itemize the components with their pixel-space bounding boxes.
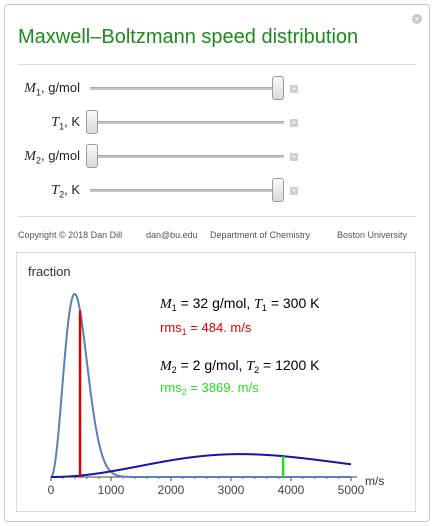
plus-icon[interactable]: +: [290, 118, 298, 127]
annotation-rms2: rms2 = 3869. m/s: [160, 380, 259, 397]
slider-thumb-m1[interactable]: [272, 76, 284, 100]
control-label-t2: T2, K: [51, 182, 80, 200]
x-tick-label: 4000: [278, 483, 305, 497]
slider-track-t2[interactable]: [90, 189, 284, 192]
x-tick-label: 0: [48, 483, 55, 497]
annotation-rms1: rms1 = 484. m/s: [160, 320, 252, 337]
annotation-line1: M1 = 32 g/mol, T1 = 300 K: [159, 295, 320, 313]
footer-department: Department of Chemistry: [210, 230, 311, 240]
x-tick-label: 1000: [98, 483, 125, 497]
y-axis-label: fraction: [28, 264, 71, 279]
annotation-line2: M2 = 2 g/mol, T2 = 1200 K: [159, 357, 320, 375]
controls-divider: [18, 216, 416, 217]
slider-thumb-m2[interactable]: [86, 144, 98, 168]
slider-track-m1[interactable]: [90, 87, 284, 90]
x-axis-ticks: 0 1000 2000 3000 4000 5000: [48, 477, 365, 497]
plus-icon[interactable]: +: [290, 152, 298, 161]
slider-track-t1[interactable]: [90, 121, 284, 124]
footer-university: Boston University: [337, 230, 408, 240]
x-tick-label: 2000: [158, 483, 185, 497]
footer-email-link[interactable]: dan@bu.edu: [146, 230, 198, 240]
series-1-curve: [50, 292, 351, 478]
slider-thumb-t2[interactable]: [272, 178, 284, 202]
control-label-t1: T1, K: [51, 114, 80, 132]
slider-thumb-t1[interactable]: [86, 110, 98, 134]
slider-track-m2[interactable]: [90, 155, 284, 158]
footer-copyright: Copyright © 2018 Dan Dill: [18, 230, 123, 240]
page-title: Maxwell–Boltzmann speed distribution: [18, 26, 359, 48]
plus-icon[interactable]: +: [290, 186, 298, 195]
plus-icon[interactable]: +: [290, 84, 298, 93]
control-label-m1: M1, g/mol: [24, 80, 80, 98]
x-tick-label: 5000: [338, 483, 365, 497]
series-2-curve: [51, 453, 352, 478]
title-divider: [18, 64, 416, 65]
plot-frame: [16, 252, 416, 512]
x-tick-label: 3000: [218, 483, 245, 497]
control-label-m2: M2, g/mol: [24, 148, 80, 166]
x-axis-label: m/s: [365, 474, 384, 488]
close-icon[interactable]: ×: [412, 14, 422, 24]
